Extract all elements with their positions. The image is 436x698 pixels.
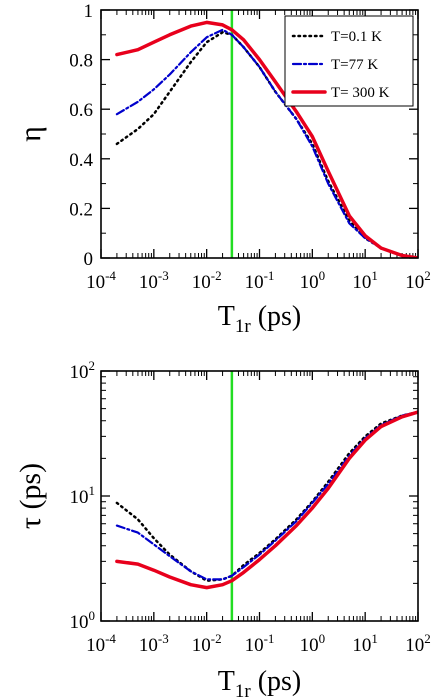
x-tick-label: 10-1 bbox=[245, 268, 275, 293]
legend-label: T= 300 K bbox=[331, 85, 390, 101]
series-line-t-300-k bbox=[115, 20, 418, 258]
x-tick-label: 102 bbox=[405, 631, 431, 656]
y-tick-label: 0 bbox=[84, 249, 94, 270]
x-tick-label: 10-3 bbox=[139, 268, 169, 293]
y-tick-label: 0.6 bbox=[69, 100, 93, 121]
y-axis-label: τ (ps) bbox=[14, 463, 47, 529]
y-tick-label: 1 bbox=[84, 1, 94, 22]
x-tick-label: 10-4 bbox=[86, 268, 116, 293]
x-axis-label: T1r (ps) bbox=[218, 666, 301, 698]
x-tick-label: 100 bbox=[300, 631, 326, 656]
legend: T=0.1 K T=77 K T= 300 K bbox=[284, 15, 414, 107]
x-axis-label: T1r (ps) bbox=[218, 301, 301, 337]
y-tick-label: 101 bbox=[70, 483, 96, 508]
x-tick-label: 101 bbox=[352, 268, 378, 293]
x-tick-label: 10-4 bbox=[86, 631, 116, 656]
series-line-t-300-k bbox=[115, 410, 418, 590]
y-tick-label: 0.2 bbox=[69, 199, 93, 220]
x-tick-label: 10-3 bbox=[139, 631, 169, 656]
y-tick-label: 100 bbox=[70, 608, 96, 633]
x-tick-label: 10-2 bbox=[192, 631, 222, 656]
legend-label: T=77 K bbox=[331, 57, 378, 73]
plot-frame bbox=[100, 370, 419, 622]
x-tick-label: 10-2 bbox=[192, 268, 222, 293]
series-line-t-77-k bbox=[115, 28, 418, 258]
x-tick-label: 100 bbox=[300, 268, 326, 293]
x-tick-label: 102 bbox=[405, 268, 431, 293]
legend-label: T=0.1 K bbox=[331, 29, 382, 45]
x-tick-label: 101 bbox=[352, 631, 378, 656]
eta-chart-panel: 10-4 10-3 10-2 10-1 100 101 102 0 0.2 0.4 0.6 0.8 1 T… bbox=[14, 1, 431, 337]
plot-frame bbox=[100, 9, 419, 259]
series-line-t-0-1-k bbox=[115, 410, 418, 582]
y-tick-label: 0.4 bbox=[69, 150, 93, 171]
y-axis-label: η bbox=[14, 126, 47, 142]
tau-chart-panel: 10-4 10-3 10-2 10-1 100 101 102 100 101 102 T1r (p… bbox=[14, 358, 431, 698]
y-tick-label: 0.8 bbox=[69, 51, 93, 72]
y-tick-label: 102 bbox=[70, 358, 96, 383]
x-tick-label: 10-1 bbox=[245, 631, 275, 656]
